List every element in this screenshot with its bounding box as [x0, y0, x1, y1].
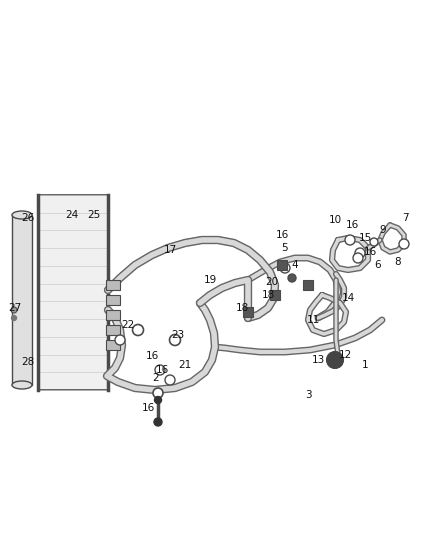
Text: 19: 19	[203, 275, 217, 285]
Bar	[270, 290, 280, 300]
Text: 7: 7	[402, 213, 408, 223]
Text: 24: 24	[65, 210, 79, 220]
Bar	[106, 280, 120, 290]
Circle shape	[399, 239, 409, 249]
Bar	[277, 260, 287, 270]
Bar	[106, 310, 120, 320]
Text: 26: 26	[21, 213, 35, 223]
Text: 4: 4	[292, 260, 298, 270]
Circle shape	[327, 352, 343, 368]
Text: 25: 25	[87, 210, 101, 220]
Text: 22: 22	[121, 320, 134, 330]
Circle shape	[155, 397, 162, 403]
Text: 16: 16	[145, 351, 159, 361]
Text: 27: 27	[8, 303, 21, 313]
Text: 15: 15	[358, 233, 371, 243]
Circle shape	[165, 375, 175, 385]
Bar	[12, 215, 32, 385]
Circle shape	[115, 335, 125, 345]
Circle shape	[155, 365, 165, 375]
Text: 18: 18	[261, 290, 275, 300]
Text: 20: 20	[265, 277, 279, 287]
Text: 17: 17	[163, 245, 177, 255]
Text: 13: 13	[311, 355, 325, 365]
Circle shape	[170, 335, 180, 345]
Text: 16: 16	[276, 230, 289, 240]
Text: 28: 28	[21, 357, 35, 367]
Text: 9: 9	[380, 225, 386, 235]
Text: 18: 18	[235, 303, 249, 313]
Text: 2: 2	[153, 373, 159, 383]
Circle shape	[11, 307, 17, 313]
Text: 5: 5	[282, 243, 288, 253]
Circle shape	[133, 325, 144, 335]
Circle shape	[353, 253, 363, 263]
Text: 8: 8	[395, 257, 401, 267]
Text: 21: 21	[178, 360, 192, 370]
Bar	[106, 295, 120, 305]
Circle shape	[288, 274, 296, 282]
Circle shape	[154, 418, 162, 426]
Text: 10: 10	[328, 215, 342, 225]
Text: 3: 3	[305, 390, 311, 400]
Text: 14: 14	[341, 293, 355, 303]
Text: 11: 11	[306, 315, 320, 325]
Text: 16: 16	[346, 220, 359, 230]
Text: 6: 6	[374, 260, 381, 270]
Circle shape	[280, 263, 290, 273]
Ellipse shape	[12, 381, 32, 389]
Circle shape	[355, 248, 365, 258]
Text: 16: 16	[141, 403, 155, 413]
Bar	[106, 340, 120, 350]
Bar	[106, 325, 120, 335]
Text: 16: 16	[364, 247, 377, 257]
Text: 16: 16	[155, 365, 169, 375]
Text: 23: 23	[171, 330, 185, 340]
Circle shape	[370, 238, 378, 246]
Circle shape	[11, 316, 17, 320]
Text: 1: 1	[362, 360, 368, 370]
Bar	[38, 195, 108, 390]
Bar	[303, 280, 313, 290]
Bar	[243, 307, 253, 317]
Circle shape	[153, 388, 163, 398]
Text: 12: 12	[339, 350, 352, 360]
Circle shape	[345, 235, 355, 245]
Ellipse shape	[12, 211, 32, 219]
